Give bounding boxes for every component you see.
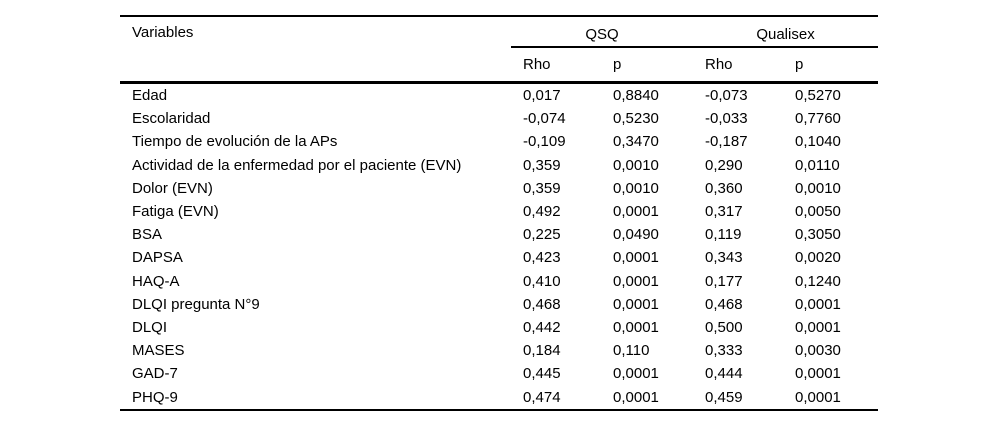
qualisex-p-cell: 0,0110 <box>795 156 840 174</box>
variable-cell: MASES <box>132 342 185 360</box>
qualisex-rho-cell: 0,500 <box>705 318 743 336</box>
variable-cell: HAQ-A <box>132 272 180 290</box>
qualisex-p-cell: 0,0010 <box>795 179 841 197</box>
qsq-rho-cell: -0,074 <box>523 110 566 128</box>
table-row: BSA 0,225 0,0490 0,119 0,3050 <box>120 223 878 246</box>
qsq-rho-cell: 0,225 <box>523 226 561 244</box>
qsq-p-cell: 0,0001 <box>613 249 659 267</box>
qualisex-p-cell: 0,0030 <box>795 342 841 360</box>
variable-cell: Fatiga (EVN) <box>132 203 219 221</box>
qualisex-p-cell: 0,0001 <box>795 388 841 406</box>
variable-cell: Actividad de la enfermedad por el pacien… <box>132 156 462 174</box>
variable-cell: DAPSA <box>132 249 183 267</box>
variable-cell: Edad <box>132 87 168 105</box>
column-header-qsq-rho: Rho <box>511 47 601 84</box>
qualisex-p-cell: 0,0001 <box>795 318 841 336</box>
qualisex-p-cell: 0,0020 <box>795 249 841 267</box>
table-row: HAQ-A 0,410 0,0001 0,177 0,1240 <box>120 270 878 293</box>
header-row-subcolumns: Rho p Rho p <box>120 47 879 84</box>
qsq-rho-cell: 0,492 <box>523 203 561 221</box>
qsq-p-cell: 0,0001 <box>613 295 659 313</box>
qualisex-p-cell: 0,5270 <box>795 87 841 105</box>
qualisex-p-cell: 0,1240 <box>795 272 841 290</box>
variable-cell: DLQI <box>132 318 168 336</box>
qsq-rho-cell: 0,359 <box>523 156 561 174</box>
table-row: DLQI pregunta N°9 0,468 0,0001 0,468 0,0… <box>120 293 878 316</box>
table-row: Dolor (EVN) 0,359 0,0010 0,360 0,0010 <box>120 177 878 200</box>
qualisex-rho-cell: -0,033 <box>705 110 748 128</box>
qsq-p-cell: 0,8840 <box>613 87 659 105</box>
qualisex-p-cell: 0,1040 <box>795 133 841 151</box>
variable-cell: GAD-7 <box>132 365 178 383</box>
qualisex-p-cell: 0,0001 <box>795 295 841 313</box>
qsq-rho-cell: 0,468 <box>523 295 561 313</box>
column-group-qsq: QSQ <box>511 16 693 48</box>
qualisex-rho-cell: 0,444 <box>705 365 743 383</box>
qualisex-p-cell: 0,7760 <box>795 110 841 128</box>
qualisex-rho-cell: 0,360 <box>705 179 743 197</box>
qsq-p-cell: 0,0001 <box>613 272 659 290</box>
variable-cell: DLQI pregunta N°9 <box>132 295 260 313</box>
qualisex-rho-cell: 0,343 <box>705 249 743 267</box>
qsq-rho-cell: 0,442 <box>523 318 561 336</box>
qsq-rho-cell: 0,184 <box>523 342 561 360</box>
qsq-rho-cell: 0,474 <box>523 388 561 406</box>
qsq-rho-cell: 0,445 <box>523 365 561 383</box>
column-header-qsq-p: p <box>601 47 693 84</box>
column-group-qualisex: Qualisex <box>693 16 879 48</box>
qualisex-rho-cell: 0,177 <box>705 272 743 290</box>
qsq-p-cell: 0,110 <box>613 342 650 360</box>
qualisex-rho-cell: -0,073 <box>705 87 748 105</box>
qsq-p-cell: 0,5230 <box>613 110 659 128</box>
qsq-rho-cell: 0,359 <box>523 179 561 197</box>
qsq-p-cell: 0,0490 <box>613 226 659 244</box>
qsq-p-cell: 0,0001 <box>613 203 659 221</box>
variable-cell: BSA <box>132 226 163 244</box>
qsq-p-cell: 0,0001 <box>613 388 659 406</box>
table-row: MASES 0,184 0,110 0,333 0,0030 <box>120 339 878 362</box>
header-row-groups: Variables QSQ Qualisex <box>120 16 879 84</box>
table-row: Actividad de la enfermedad por el pacien… <box>120 154 878 177</box>
qsq-rho-cell: 0,423 <box>523 249 561 267</box>
column-header-qualisex-rho: Rho <box>693 47 783 84</box>
table-row: DLQI 0,442 0,0001 0,500 0,0001 <box>120 316 878 339</box>
qsq-rho-cell: 0,017 <box>523 87 561 105</box>
table-row: DAPSA 0,423 0,0001 0,343 0,0020 <box>120 246 878 269</box>
qualisex-rho-cell: 0,459 <box>705 388 743 406</box>
correlation-table: Variables QSQ Qualisex Rho p Rho p Edad … <box>120 15 879 411</box>
column-header-variables: Variables <box>120 16 511 84</box>
variable-cell: Escolaridad <box>132 110 211 128</box>
qualisex-p-cell: 0,0001 <box>795 365 841 383</box>
qsq-p-cell: 0,0001 <box>613 365 659 383</box>
table-row: Fatiga (EVN) 0,492 0,0001 0,317 0,0050 <box>120 200 878 223</box>
column-header-qualisex-p: p <box>783 47 879 84</box>
table-row: Edad 0,017 0,8840 -0,073 0,5270 <box>120 83 878 108</box>
table-row: Escolaridad -0,074 0,5230 -0,033 0,7760 <box>120 107 878 130</box>
qualisex-rho-cell: 0,317 <box>705 203 743 221</box>
variable-cell: Dolor (EVN) <box>132 179 213 197</box>
qualisex-rho-cell: -0,187 <box>705 133 748 151</box>
variable-cell: PHQ-9 <box>132 388 178 406</box>
qsq-rho-cell: 0,410 <box>523 272 561 290</box>
qualisex-rho-cell: 0,290 <box>705 156 743 174</box>
qualisex-rho-cell: 0,333 <box>705 342 743 360</box>
qsq-p-cell: 0,0010 <box>613 179 659 197</box>
qualisex-rho-cell: 0,468 <box>705 295 743 313</box>
table-row: Tiempo de evolución de la APs -0,109 0,3… <box>120 130 878 153</box>
variable-cell: Tiempo de evolución de la APs <box>132 133 338 151</box>
qualisex-p-cell: 0,3050 <box>795 226 841 244</box>
qualisex-p-cell: 0,0050 <box>795 203 841 221</box>
qualisex-rho-cell: 0,119 <box>705 226 742 244</box>
table-row: PHQ-9 0,474 0,0001 0,459 0,0001 <box>120 385 878 409</box>
table-row: GAD-7 0,445 0,0001 0,444 0,0001 <box>120 362 878 385</box>
qsq-rho-cell: -0,109 <box>523 133 566 151</box>
qsq-p-cell: 0,0010 <box>613 156 659 174</box>
qsq-p-cell: 0,3470 <box>613 133 659 151</box>
qsq-p-cell: 0,0001 <box>613 318 659 336</box>
